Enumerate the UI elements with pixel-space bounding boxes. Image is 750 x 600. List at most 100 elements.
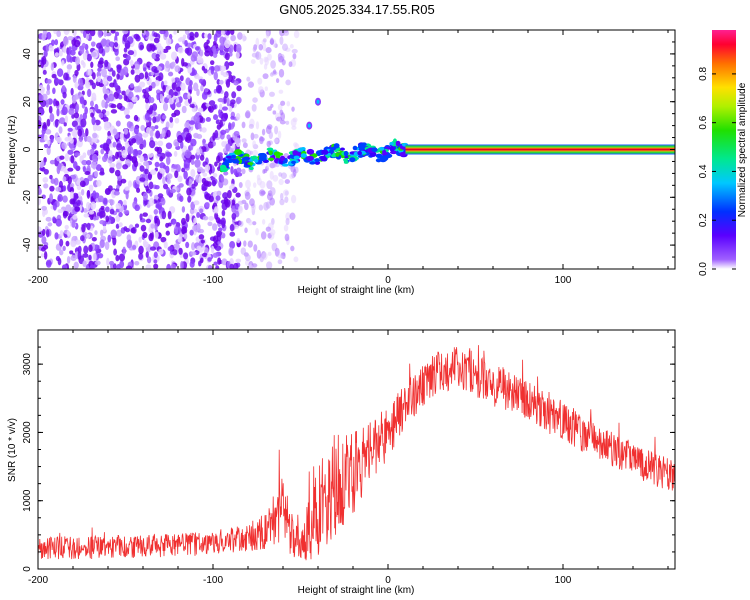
heatmap-cell [244,191,251,200]
heatmap-cell [159,30,166,35]
heatmap-cell [115,56,121,62]
heatmap-cell [245,179,251,189]
heatmap-cell [231,142,236,152]
heatmap-cell [145,251,149,259]
heatmap-cell [269,229,276,236]
heatmap-cell [59,230,64,237]
heatmap-cell [205,117,211,122]
heatmap-cell [272,110,277,115]
heatmap-cell [177,37,183,43]
heatmap-cell [124,108,130,115]
heatmap-cell [187,66,193,74]
heatmap-cell [174,117,180,124]
heatmap-cell [190,251,197,256]
heatmap-cell [82,52,88,61]
heatmap-cell [244,202,249,211]
heatmap-cell [389,141,394,146]
heatmap-cell [198,228,205,234]
heatmap-cell [145,30,150,37]
heatmap-cell [190,159,195,165]
heatmap-cell [67,149,74,155]
heatmap-cell [38,120,42,129]
heatmap-cell [263,63,268,70]
heatmap-cell [248,219,253,226]
heatmap-cell [382,149,387,156]
heatmap-cell [82,112,88,120]
heatmap-cell [104,121,110,127]
heatmap-cell [73,261,79,269]
heatmap-cell [156,146,163,155]
heatmap-cell [255,37,260,47]
heatmap-cell [153,32,158,38]
heatmap-cell [100,205,105,210]
colorbar-tick-label: 0.2 [698,213,709,227]
heatmap-cell [80,118,87,128]
heatmap-cell [210,245,215,254]
heatmap-cell [99,220,105,225]
heatmap-cell [41,55,47,65]
heatmap-cell [379,146,385,151]
heatmap-cell [148,85,153,92]
heatmap-cell [87,174,94,182]
heatmap-cell [183,252,189,260]
heatmap-cell [55,100,60,107]
heatmap-cell [88,184,94,192]
heatmap-cell [61,106,68,116]
heatmap-cell [232,159,240,164]
heatmap-cell [144,71,149,80]
heatmap-cell [263,201,269,211]
heatmap-cell [174,65,181,73]
heatmap-cell [82,260,87,268]
heatmap-cell [218,79,224,85]
heatmap-cell [104,188,111,195]
heatmap-cell [277,103,283,111]
heatmap-cell [168,97,175,105]
heatmap-cell [80,188,85,196]
heatmap-cell [184,122,190,129]
heatmap-cell [269,72,274,77]
heatmap-cell [62,195,68,203]
heatmap-cell [81,159,88,166]
heatmap-cell [194,159,201,168]
heatmap-cell [86,88,92,98]
heatmap-cell [142,139,147,148]
heatmap-cell [252,46,257,53]
heatmap-cell [145,162,150,171]
heatmap-cell [115,229,123,237]
heatmap-cell [220,65,227,72]
heatmap-cell [86,53,92,62]
heatmap-cell [146,256,152,264]
heatmap-cell [166,186,171,196]
heatmap-cell [202,138,206,147]
heatmap-cell [307,123,311,128]
heatmap-cell [41,236,47,245]
heatmap-cell [226,134,231,140]
heatmap-cell [205,202,210,208]
heatmap-cell [54,39,59,46]
heatmap-cell [56,136,62,144]
heatmap-cell [316,99,320,104]
heatmap-cell [42,209,46,218]
heatmap-cell [189,35,195,41]
heatmap-cell [258,155,267,162]
heatmap-cell [228,105,233,113]
heatmap-cell [237,205,243,214]
heatmap-cell [237,32,243,40]
heatmap-cell [194,46,200,51]
heatmap-cell [162,48,169,53]
heatmap-cell [120,69,126,76]
heatmap-cell [196,148,200,156]
heatmap-cell [214,65,221,72]
heatmap-cell [116,263,121,269]
heatmap-cell [43,143,49,148]
heatmap-cell [267,53,272,61]
heatmap-cell [49,185,55,192]
heatmap-cell [158,248,164,255]
heatmap-cell [219,50,225,56]
heatmap-cell [88,244,93,252]
heatmap-cell [199,208,204,214]
heatmap-cell [108,93,115,102]
heatmap-cell [175,145,181,150]
heatmap-cell [183,94,188,99]
heatmap-cell [280,252,285,259]
